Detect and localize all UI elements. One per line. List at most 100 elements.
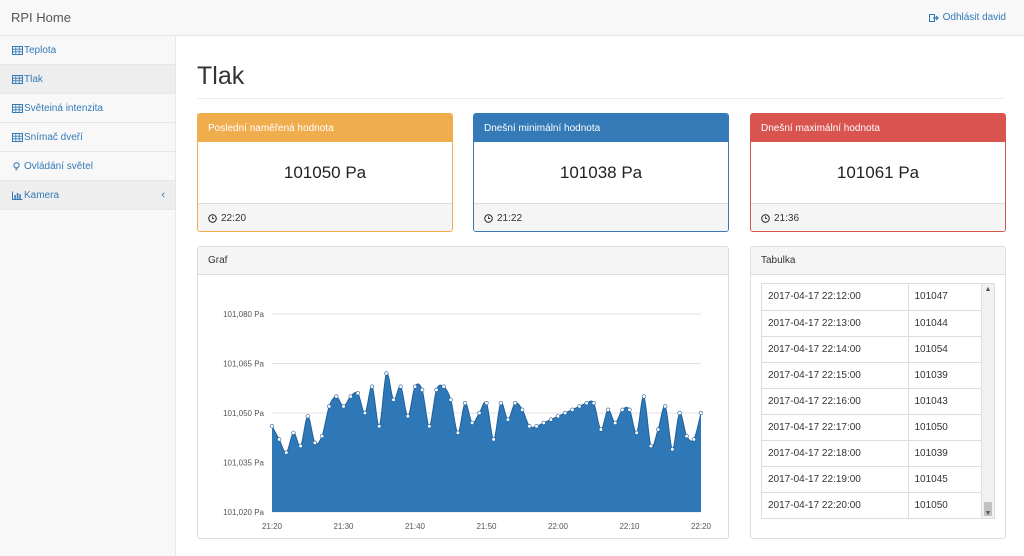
row-value: 101045 xyxy=(908,466,982,493)
card-footer: 21:22 xyxy=(474,203,728,231)
row-timestamp: 2017-04-17 22:18:00 xyxy=(762,440,909,467)
data-point xyxy=(377,424,382,429)
row-timestamp: 2017-04-17 22:20:00 xyxy=(762,492,909,518)
graph-heading: Graf xyxy=(198,247,728,275)
data-point xyxy=(477,410,482,416)
card-heading: Dnešní minimální hodnota xyxy=(474,114,728,142)
sidebar-item-ovladani-svetel[interactable]: Ovládání světel xyxy=(0,152,175,181)
sidebar-item-kamera[interactable]: Kamera ‹ xyxy=(0,181,175,210)
data-point xyxy=(605,407,611,412)
data-point xyxy=(620,407,625,412)
sidebar-item-teplota[interactable]: Teplota xyxy=(0,36,175,65)
min-value-card: Dnešní minimální hodnota 101038 Pa 21:22 xyxy=(473,113,729,232)
data-point xyxy=(577,404,582,409)
scroll-down-icon[interactable]: ▼ xyxy=(984,510,992,517)
sign-out-icon xyxy=(928,13,939,22)
data-point xyxy=(362,410,368,416)
data-point xyxy=(520,407,525,412)
last-value-card: Poslední naměřená hodnota 101050 Pa 22:2… xyxy=(197,113,453,232)
table-icon xyxy=(12,132,23,142)
sidebar: Teplota Tlak Světeiná intenzita Snímač d… xyxy=(0,36,176,556)
series-area xyxy=(272,372,701,512)
data-point xyxy=(641,394,646,399)
row-value: 101050 xyxy=(908,414,982,441)
data-point xyxy=(370,384,375,389)
data-point xyxy=(698,410,704,416)
data-point xyxy=(548,417,553,422)
row-value: 101043 xyxy=(908,388,982,415)
table-row: 2017-04-17 22:13:00 101044 xyxy=(762,310,982,337)
graph-panel: Graf 101,020 Pa 101,035 Pa 101,050 Pa 101,0… xyxy=(197,246,729,539)
x-tick-label: 21:30 xyxy=(333,522,354,531)
table-icon xyxy=(12,45,23,55)
data-table: 2017-04-17 22:12:00 101047 2017-04-17 22:1… xyxy=(762,284,982,518)
sidebar-item-tlak[interactable]: Tlak xyxy=(0,65,175,94)
data-point xyxy=(341,404,346,409)
max-value-card: Dnešní maximální hodnota 101061 Pa 21:36 xyxy=(750,113,1006,232)
data-point xyxy=(455,430,461,435)
data-point xyxy=(491,437,496,442)
data-point xyxy=(505,417,511,422)
data-point xyxy=(591,400,596,406)
table-row: 2017-04-17 22:17:00 101050 xyxy=(762,414,982,441)
data-point xyxy=(656,427,661,432)
sidebar-item-label: Světeiná intenzita xyxy=(24,102,103,114)
table-row: 2017-04-17 22:18:00 101039 xyxy=(762,440,982,467)
chart-area: 101,020 Pa 101,035 Pa 101,050 Pa 101,065 Pa… xyxy=(198,276,728,538)
data-point xyxy=(598,427,604,432)
data-point xyxy=(670,447,675,452)
x-tick-label: 21:50 xyxy=(476,522,497,531)
data-point xyxy=(398,384,403,389)
card-heading: Poslední naměřená hodnota xyxy=(198,114,452,142)
row-value: 101039 xyxy=(908,440,982,467)
row-timestamp: 2017-04-17 22:19:00 xyxy=(762,466,909,493)
card-time: 21:22 xyxy=(497,212,523,224)
data-point xyxy=(555,414,561,419)
table-row: 2017-04-17 22:14:00 101054 xyxy=(762,336,982,363)
pressure-chart: 101,020 Pa 101,035 Pa 101,050 Pa 101,065 Pa… xyxy=(223,310,712,531)
row-value: 101044 xyxy=(908,310,982,337)
chevron-left-icon[interactable]: ‹ xyxy=(161,189,165,201)
data-point xyxy=(391,397,396,402)
card-footer: 22:20 xyxy=(198,203,452,231)
sidebar-item-svetelna-intenzita[interactable]: Světeiná intenzita xyxy=(0,94,175,123)
data-point xyxy=(541,420,546,425)
main-content: Tlak Poslední naměřená hodnota 101050 Pa… xyxy=(177,36,1024,556)
data-point xyxy=(441,384,446,389)
table-scrollbar[interactable]: ▲ ▼ xyxy=(981,284,994,518)
table-row: 2017-04-17 22:20:00 101050 xyxy=(762,492,982,518)
card-footer: 21:36 xyxy=(751,203,1005,231)
card-value: 101061 Pa xyxy=(836,162,920,182)
card-time: 21:36 xyxy=(774,212,800,224)
logout-label: Odhlásit david xyxy=(942,12,1006,23)
sidebar-item-snimac-dveri[interactable]: Snímač dveří xyxy=(0,123,175,152)
data-table-container: 2017-04-17 22:12:00 101047 2017-04-17 22:1… xyxy=(761,283,995,519)
table-row: 2017-04-17 22:12:00 101047 xyxy=(762,284,982,311)
data-point xyxy=(462,400,468,406)
data-point xyxy=(677,410,682,416)
data-point xyxy=(634,430,639,435)
data-point xyxy=(563,410,568,416)
table-icon xyxy=(12,74,23,84)
logout-link[interactable]: Odhlásit david xyxy=(928,12,1006,23)
data-point xyxy=(269,424,275,429)
scroll-thumb[interactable] xyxy=(984,502,992,516)
data-point xyxy=(470,420,475,425)
brand-title[interactable]: RPI Home xyxy=(11,10,71,25)
data-point xyxy=(498,400,503,406)
data-point xyxy=(527,424,532,429)
data-point xyxy=(448,397,453,402)
data-point xyxy=(405,414,410,419)
scroll-up-icon[interactable]: ▲ xyxy=(984,286,992,293)
data-point xyxy=(327,404,332,409)
page-title: Tlak xyxy=(197,62,245,90)
row-value: 101054 xyxy=(908,336,982,363)
data-point xyxy=(691,437,696,442)
table-heading: Tabulka xyxy=(751,247,1005,275)
row-timestamp: 2017-04-17 22:13:00 xyxy=(762,310,909,337)
x-tick-label: 22:00 xyxy=(548,522,569,531)
data-point xyxy=(427,424,432,429)
data-point xyxy=(570,407,575,412)
row-timestamp: 2017-04-17 22:14:00 xyxy=(762,336,909,363)
x-tick-label: 22:20 xyxy=(691,522,712,531)
